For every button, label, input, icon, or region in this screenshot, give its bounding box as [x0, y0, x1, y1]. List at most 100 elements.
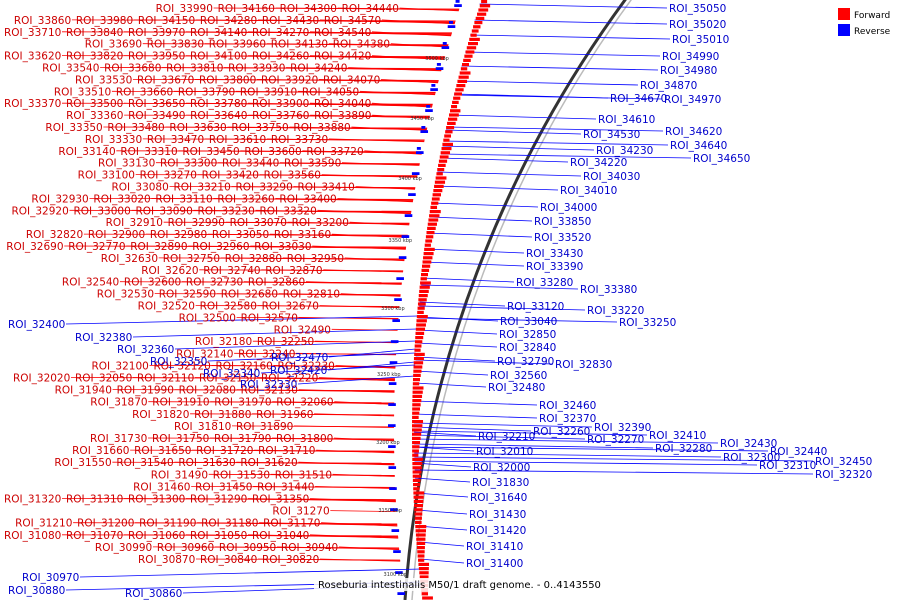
- forward-feature-label: ROI_32230: [278, 360, 335, 372]
- forward-feature-label: ROI_33890: [314, 110, 371, 122]
- forward-feature: [470, 33, 477, 37]
- reverse-feature-label: ROI_35050: [669, 3, 726, 15]
- forward-feature-label: ROI_34140: [190, 27, 247, 39]
- forward-feature-label: ROI_33990: [156, 3, 213, 15]
- forward-feature-label: ROI_32140: [176, 348, 233, 360]
- reverse-connector: [418, 541, 465, 547]
- forward-connector: [344, 257, 405, 262]
- reverse-feature-label: ROI_31420: [469, 525, 526, 537]
- forward-feature-label: ROI_32490: [274, 324, 331, 336]
- forward-feature: [412, 399, 422, 403]
- reverse-feature-label: ROI_32850: [499, 329, 556, 341]
- forward-feature-label: ROI_33000: [73, 205, 130, 217]
- forward-feature: [417, 302, 426, 306]
- forward-feature: [432, 193, 441, 197]
- forward-feature-label: ROI_32910: [106, 217, 163, 229]
- reverse-feature: [398, 256, 407, 259]
- forward-feature: [412, 462, 423, 466]
- forward-feature: [428, 218, 439, 222]
- scale-tick-label: 3150 kbp: [378, 508, 402, 514]
- reverse-connector: [413, 426, 532, 432]
- reverse-feature: [448, 21, 453, 24]
- reverse-feature-label: ROI_34620: [665, 126, 722, 138]
- forward-feature-label: ROI_33230: [197, 205, 254, 217]
- forward-feature-label: ROI_31070: [66, 530, 123, 542]
- forward-feature: [479, 4, 491, 8]
- reverse-feature-label: ROI_32400: [8, 319, 65, 331]
- forward-feature-label: ROI_33130: [98, 158, 155, 170]
- forward-feature-label: ROI_33720: [306, 146, 363, 158]
- forward-feature-label: ROI_31040: [252, 530, 309, 542]
- forward-feature: [412, 466, 422, 470]
- forward-feature-label: ROI_33950: [128, 51, 185, 63]
- forward-connector: [305, 281, 402, 285]
- forward-feature: [438, 159, 448, 163]
- forward-feature: [457, 79, 468, 83]
- forward-feature: [481, 0, 488, 4]
- forward-feature: [413, 487, 420, 491]
- forward-feature-label: ROI_34280: [200, 15, 257, 27]
- forward-feature-label: ROI_32870: [265, 265, 322, 277]
- reverse-connector: [65, 315, 419, 325]
- reverse-connector: [421, 284, 579, 290]
- forward-feature: [445, 130, 453, 134]
- forward-feature-label: ROI_32180: [195, 336, 252, 348]
- forward-feature: [447, 121, 456, 125]
- reverse-connector: [461, 65, 659, 71]
- forward-feature-label: ROI_32820: [26, 229, 83, 241]
- reverse-feature: [430, 88, 438, 91]
- forward-feature-label: ROI_33320: [259, 205, 316, 217]
- forward-feature-label: ROI_30820: [262, 554, 319, 566]
- forward-feature: [416, 315, 428, 319]
- forward-feature-label: ROI_33070: [230, 217, 287, 229]
- reverse-connector: [443, 140, 669, 146]
- forward-feature-label: ROI_31190: [139, 518, 196, 530]
- reverse-feature-label: ROI_32380: [75, 332, 132, 344]
- forward-feature: [446, 126, 455, 130]
- reverse-connector: [427, 232, 533, 238]
- forward-feature-label: ROI_31620: [240, 457, 297, 469]
- forward-feature-label: ROI_32730: [186, 277, 243, 289]
- forward-feature-label: ROI_34100: [190, 51, 247, 63]
- forward-feature-label: ROI_32100: [92, 360, 149, 372]
- forward-feature-label: ROI_32630: [101, 253, 158, 265]
- forward-feature-label: ROI_32160: [216, 360, 273, 372]
- reverse-feature-label: ROI_33390: [526, 261, 583, 273]
- forward-feature-label: ROI_32880: [225, 253, 282, 265]
- forward-feature: [425, 235, 434, 239]
- reverse-connector: [421, 277, 515, 283]
- forward-feature: [439, 155, 449, 159]
- reverse-feature-label: ROI_32000: [473, 462, 530, 474]
- forward-feature: [413, 495, 424, 499]
- forward-feature-label: ROI_33300: [160, 158, 217, 170]
- forward-connector: [371, 102, 433, 108]
- forward-feature-label: ROI_33470: [147, 134, 204, 146]
- reverse-connector: [417, 329, 498, 335]
- reverse-connector: [470, 34, 671, 40]
- reverse-connector: [414, 446, 475, 452]
- forward-feature-label: ROI_33210: [173, 182, 230, 194]
- reverse-feature: [388, 424, 396, 427]
- forward-feature-label: ROI_31200: [77, 518, 134, 530]
- forward-feature-label: ROI_33710: [4, 27, 61, 39]
- reverse-connector: [416, 509, 468, 515]
- forward-feature-label: ROI_33440: [222, 158, 279, 170]
- forward-feature: [412, 436, 421, 440]
- forward-feature-label: ROI_32920: [11, 205, 68, 217]
- reverse-connector: [414, 460, 758, 466]
- reverse-feature: [388, 445, 396, 448]
- forward-feature-label: ROI_34040: [314, 98, 371, 110]
- forward-feature-label: ROI_34380: [333, 39, 390, 51]
- reverse-connector: [414, 469, 814, 475]
- forward-connector: [321, 522, 398, 527]
- forward-feature-label: ROI_33970: [128, 27, 185, 39]
- forward-feature-label: ROI_32060: [276, 397, 333, 409]
- forward-feature-label: ROI_33540: [42, 63, 99, 75]
- forward-feature-label: ROI_31650: [134, 445, 191, 457]
- forward-feature-label: ROI_32120: [154, 360, 211, 372]
- reverse-connector: [431, 202, 539, 208]
- forward-connector: [371, 31, 452, 37]
- forward-feature-label: ROI_33840: [66, 27, 123, 39]
- forward-connector: [319, 305, 400, 309]
- forward-feature-label: ROI_33930: [228, 63, 285, 75]
